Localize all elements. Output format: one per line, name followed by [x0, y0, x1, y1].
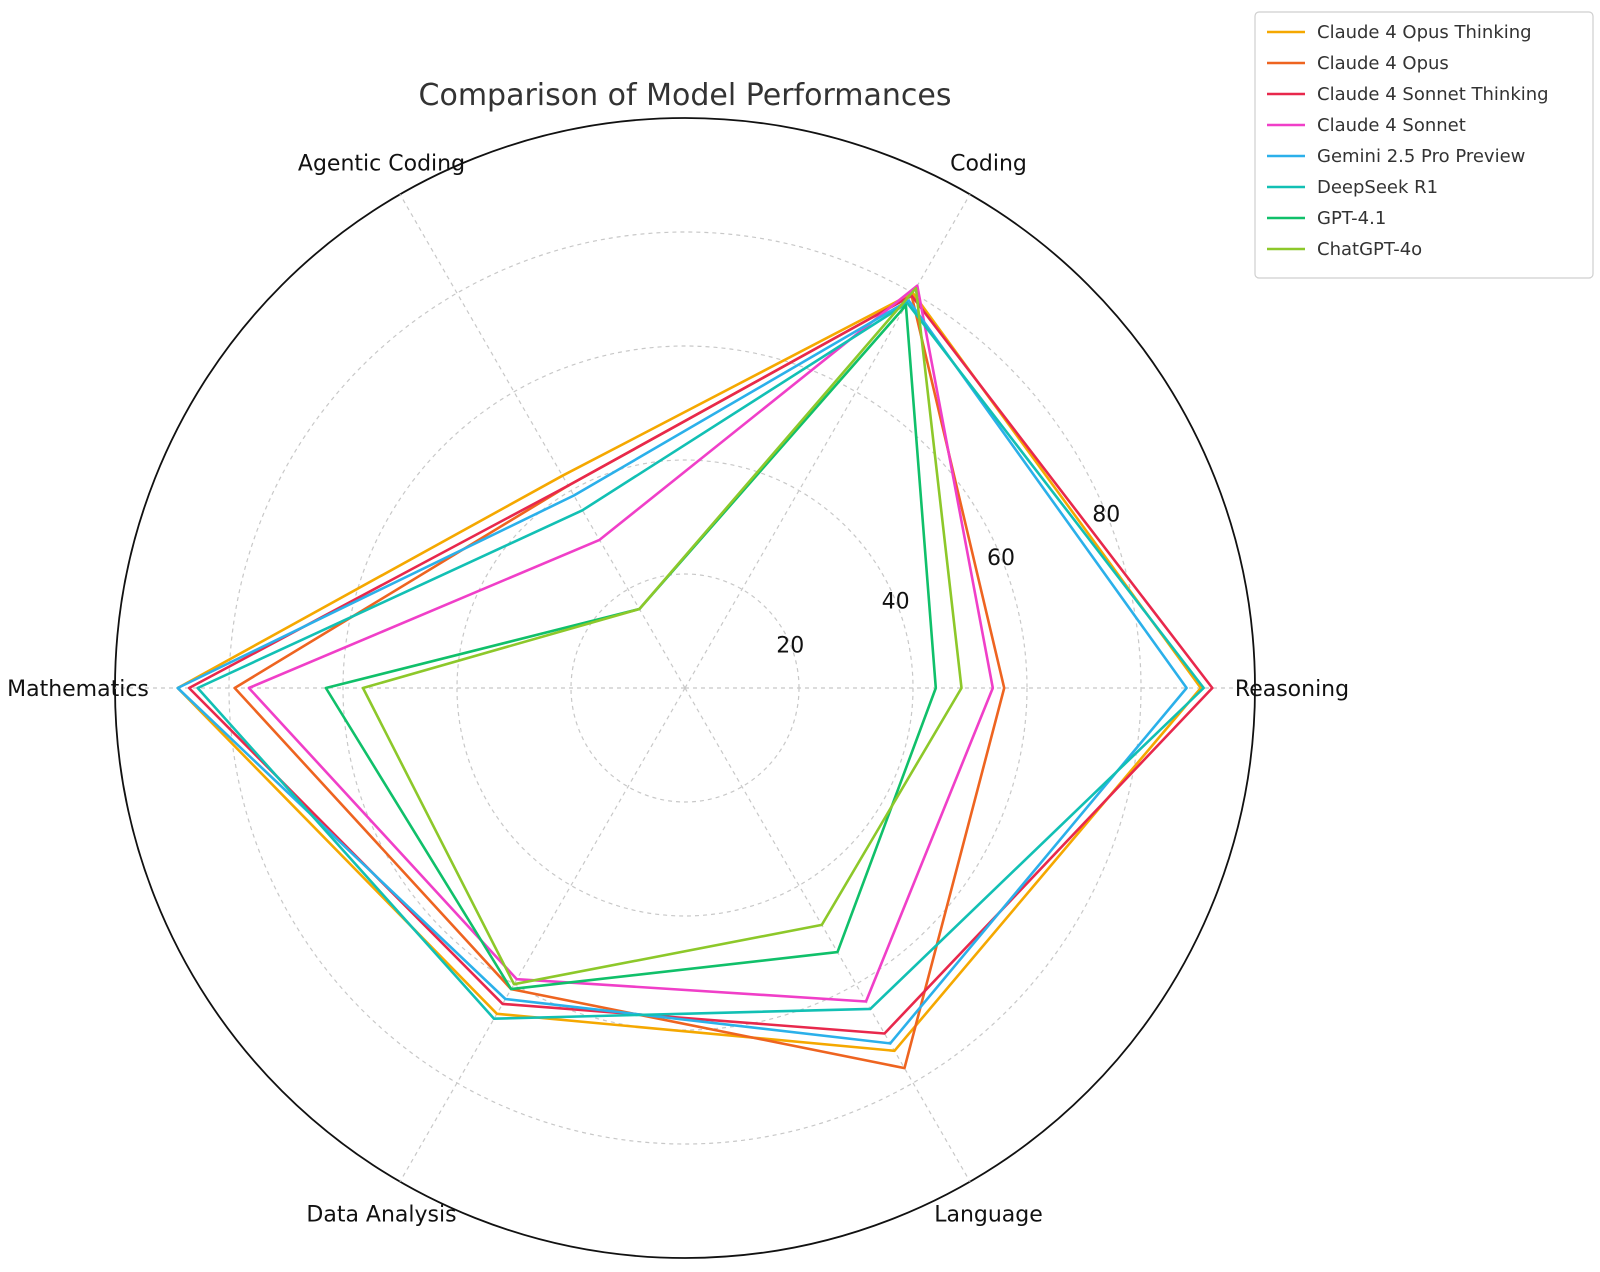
legend-label-6: GPT-4.1	[1317, 208, 1386, 229]
axis-label-0: Reasoning	[1235, 677, 1349, 702]
series-line-2	[187, 294, 1214, 1035]
axis-label-4: Data Analysis	[306, 1203, 456, 1228]
series-line-5	[196, 301, 1205, 1021]
series-line-3	[247, 284, 995, 1003]
series-line-0	[176, 291, 1203, 1053]
radar-grid	[114, 117, 1256, 1259]
tick-label-0: 20	[776, 633, 804, 658]
legend: Claude 4 Opus Thinking Claude 4 Opus Claud…	[1254, 11, 1594, 279]
axis-spoke-1	[684, 194, 971, 689]
tick-label-2: 60	[987, 546, 1015, 571]
legend-label-3: Claude 4 Sonnet	[1317, 115, 1466, 136]
axis-spoke-5	[684, 687, 971, 1182]
legend-label-2: Claude 4 Sonnet Thinking	[1317, 84, 1549, 105]
legend-label-0: Claude 4 Opus Thinking	[1317, 22, 1532, 43]
legend-box	[1254, 11, 1594, 279]
legend-label-4: Gemini 2.5 Pro Preview	[1317, 146, 1525, 167]
axis-spoke-4	[399, 687, 686, 1182]
axis-spoke-2	[399, 194, 686, 689]
axis-label-2: Agentic Coding	[298, 151, 465, 176]
axis-labels: Reasoning Coding Agentic Coding Mathematics…	[7, 151, 1349, 1227]
series-line-6	[324, 304, 938, 991]
series-line-4	[176, 299, 1188, 1045]
chart-title: Comparison of Model Performances	[419, 78, 952, 113]
series-layer	[176, 284, 1214, 1070]
legend-label-7: ChatGPT-4o	[1317, 239, 1422, 260]
axis-label-5: Language	[934, 1203, 1043, 1228]
axis-label-1: Coding	[950, 151, 1027, 176]
radial-ticks: 20 40 60 80	[776, 503, 1120, 659]
legend-label-1: Claude 4 Opus	[1317, 53, 1449, 74]
legend-label-5: DeepSeek R1	[1317, 177, 1438, 198]
series-line-7	[361, 286, 963, 986]
axis-label-3: Mathematics	[7, 677, 149, 702]
tick-label-1: 40	[882, 590, 910, 615]
tick-label-3: 80	[1092, 503, 1120, 528]
